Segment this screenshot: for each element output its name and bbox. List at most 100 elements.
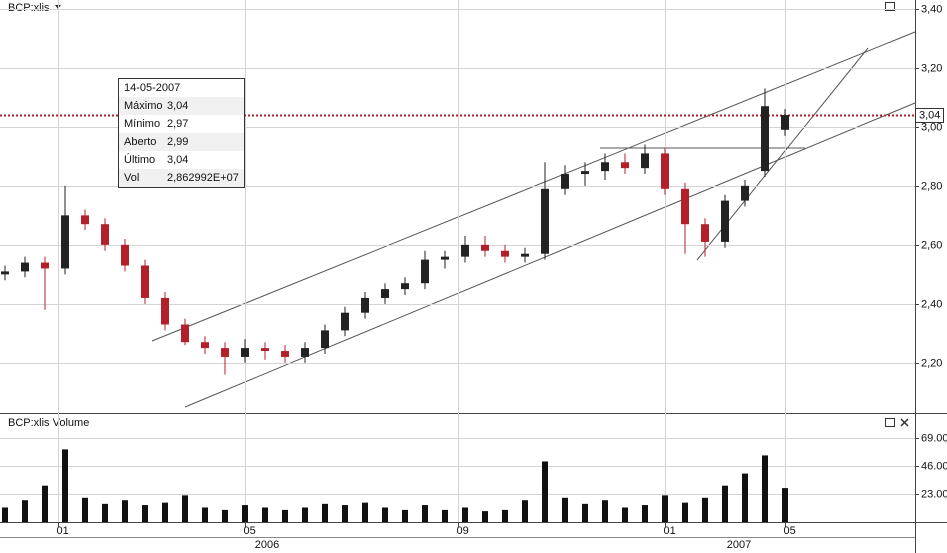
candle-body — [421, 259, 429, 284]
tooltip-key: Aberto — [124, 136, 156, 148]
volume-bar — [522, 500, 528, 522]
y-tick-label: 2,60 — [921, 239, 942, 251]
tooltip-key: Máximo — [124, 100, 163, 112]
candle-body — [361, 297, 369, 313]
volume-bar — [162, 502, 168, 522]
volume-bar — [562, 497, 568, 522]
candle-body — [101, 224, 109, 245]
volume-bar — [462, 507, 468, 522]
candle-body — [661, 153, 669, 189]
candle-body — [621, 162, 629, 169]
volume-bar — [442, 509, 448, 522]
candle-body — [221, 348, 229, 357]
candle-body — [721, 200, 729, 242]
tooltip-value: 3,04 — [167, 154, 188, 166]
volume-bar — [642, 505, 648, 522]
volume-bar — [342, 505, 348, 522]
volume-bar — [262, 507, 268, 522]
candle-body — [521, 253, 529, 257]
y-tick-label: 2,40 — [921, 298, 942, 310]
candle-body — [441, 256, 449, 260]
volume-bar — [362, 502, 368, 522]
tooltip-value: 2,97 — [167, 118, 188, 130]
candle-body — [41, 262, 49, 269]
candle-body — [341, 312, 349, 331]
tooltip-key: Último — [124, 153, 155, 166]
tooltip-row-bg — [119, 169, 244, 187]
tooltip-date: 14-05-2007 — [124, 82, 180, 94]
close-button[interactable] — [900, 418, 909, 427]
tooltip-row-bg — [119, 133, 244, 151]
volume-bar — [502, 509, 508, 522]
volume-bar — [662, 495, 668, 522]
volume-bar — [602, 500, 608, 522]
candle-body — [561, 174, 569, 189]
x-tick-label: 09 — [457, 525, 469, 537]
candle-body — [641, 153, 649, 169]
volume-bar — [582, 503, 588, 522]
y-tick-label: 46.00 — [921, 460, 947, 472]
candle-body — [281, 351, 289, 357]
y-tick-label: 69.00 — [921, 432, 947, 444]
tooltip-value: 2,862992E+07 — [167, 172, 239, 184]
candle-body — [381, 289, 389, 298]
candle-body — [701, 224, 709, 242]
y-tick-label: 2,80 — [921, 180, 942, 192]
y-tick-label: 2,20 — [921, 357, 942, 369]
volume-bar — [422, 505, 428, 522]
volume-bar — [242, 505, 248, 522]
volume-bar — [122, 500, 128, 522]
volume-bar — [102, 503, 108, 522]
candle-body — [761, 106, 769, 172]
candle-body — [81, 215, 89, 225]
y-tick-label: 3,20 — [921, 62, 942, 74]
last-price-label: 3,04 — [919, 109, 940, 121]
volume-bar — [302, 507, 308, 522]
tooltip-key: Mínimo — [124, 118, 160, 130]
candle-body — [241, 348, 249, 357]
candle-body — [141, 265, 149, 298]
volume-bar — [682, 502, 688, 522]
candle-body — [541, 188, 549, 254]
volume-bar — [702, 497, 708, 522]
volume-bar — [622, 507, 628, 522]
volume-bar — [42, 485, 48, 522]
candle-body — [501, 250, 509, 257]
candle-body — [181, 324, 189, 343]
y-tick-label: 23.00 — [921, 488, 947, 500]
volume-bar — [142, 505, 148, 522]
volume-bar — [762, 455, 768, 522]
volume-bar — [82, 497, 88, 522]
volume-bar — [22, 500, 28, 522]
candle-body — [61, 215, 69, 269]
tooltip-value: 2,99 — [167, 136, 188, 148]
volume-bar — [722, 485, 728, 522]
volume-bar — [482, 511, 488, 522]
volume-bar — [62, 449, 68, 522]
year-label: 2007 — [727, 539, 751, 551]
volume-bar — [222, 509, 228, 522]
x-tick-label: 01 — [57, 525, 69, 537]
candle-body — [301, 348, 309, 357]
chart-title: BCP:xlis — [8, 2, 50, 14]
volume-bar — [322, 503, 328, 522]
candle-body — [21, 262, 29, 272]
candle-body — [1, 271, 9, 275]
volume-bar — [202, 507, 208, 522]
candle-body — [601, 162, 609, 172]
candle-body — [161, 297, 169, 325]
candle-body — [681, 188, 689, 225]
y-tick-label: 3,40 — [921, 3, 942, 15]
candle-body — [401, 283, 409, 290]
candle-body — [321, 330, 329, 349]
maximize-button[interactable] — [885, 2, 895, 11]
candle-body — [781, 115, 789, 130]
volume-bar — [182, 495, 188, 522]
candle-body — [461, 244, 469, 257]
candle-body — [581, 171, 589, 175]
maximize-button[interactable] — [885, 418, 895, 427]
volume-bar — [782, 488, 788, 522]
candle-body — [261, 348, 269, 352]
